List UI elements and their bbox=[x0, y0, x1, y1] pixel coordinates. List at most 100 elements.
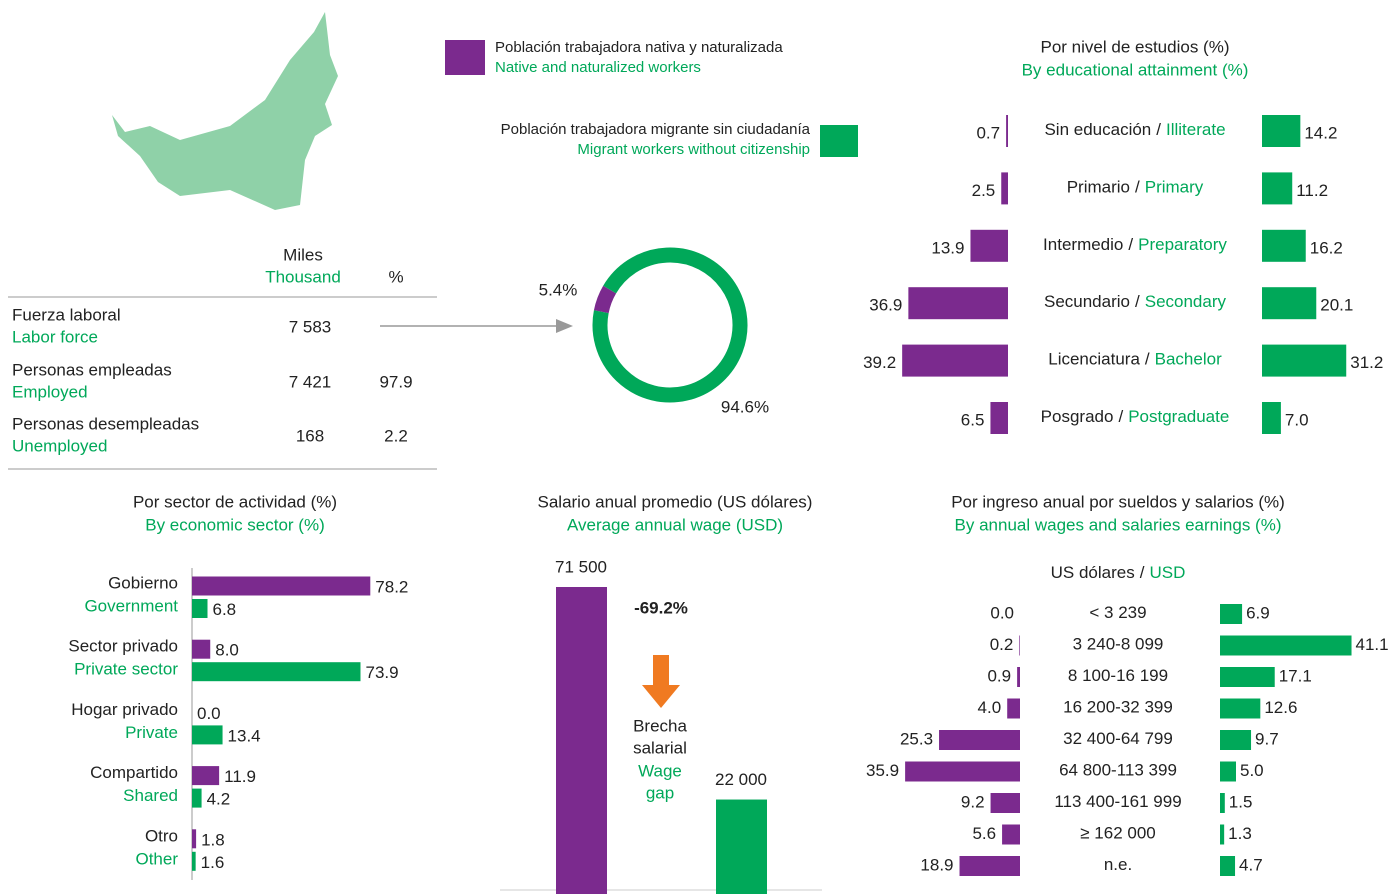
data-label: 1.5 bbox=[1229, 792, 1253, 811]
data-label: 1.3 bbox=[1228, 824, 1252, 843]
bar bbox=[192, 725, 223, 745]
category-label: Compartido bbox=[90, 763, 178, 782]
bar bbox=[1019, 635, 1020, 656]
unit: US dólares bbox=[1051, 563, 1135, 582]
cell: 7 583 bbox=[289, 317, 332, 336]
data-label: 4.7 bbox=[1239, 855, 1263, 874]
legend-label: Native and naturalized workers bbox=[495, 59, 701, 76]
data-label: 94.6% bbox=[721, 397, 769, 416]
data-label: 1.6 bbox=[201, 853, 225, 872]
data-label: 0.0 bbox=[197, 704, 221, 723]
category-label: 16 200-32 399 bbox=[1063, 698, 1173, 717]
category: 64 800-113 399 bbox=[1059, 761, 1177, 780]
chart-title: Salario anual promedio (US dólares) bbox=[538, 492, 813, 511]
bar bbox=[1001, 172, 1008, 205]
bar bbox=[902, 344, 1008, 377]
bar bbox=[1007, 698, 1020, 719]
data-label: 9.7 bbox=[1255, 729, 1279, 748]
category-label: 3 240-8 099 bbox=[1073, 635, 1164, 654]
data-label: 17.1 bbox=[1279, 666, 1312, 685]
bar bbox=[1262, 287, 1317, 320]
separator: / bbox=[1135, 178, 1140, 197]
category-label: Sector privado bbox=[68, 637, 178, 656]
unit: USD bbox=[1149, 563, 1185, 582]
data-label: 13.9 bbox=[931, 238, 964, 257]
data-label: 39.2 bbox=[863, 353, 896, 372]
table-header: Miles bbox=[283, 245, 323, 264]
chart-title: Por ingreso anual por sueldos y salarios… bbox=[951, 492, 1285, 511]
bar bbox=[1220, 730, 1252, 750]
category-label: Other bbox=[135, 849, 178, 868]
legend-label: Población trabajadora nativa y naturaliz… bbox=[495, 39, 783, 56]
category-label: Private bbox=[125, 723, 178, 742]
legend-label: Población trabajadora migrante sin ciuda… bbox=[501, 121, 811, 138]
data-label: 73.9 bbox=[365, 663, 398, 682]
category-label: n.e. bbox=[1104, 855, 1132, 874]
separator: / bbox=[1128, 235, 1133, 254]
bar bbox=[1262, 402, 1281, 434]
data-label: 0.9 bbox=[987, 666, 1011, 685]
data-label: 0.0 bbox=[990, 603, 1014, 622]
category-label: Primario / Primary bbox=[1067, 178, 1204, 197]
bar bbox=[1220, 635, 1352, 656]
unit-label: US dólares / USD bbox=[1051, 563, 1186, 582]
bar bbox=[1220, 793, 1225, 813]
category-label: 113 400-161 999 bbox=[1054, 792, 1181, 811]
separator: / bbox=[1140, 563, 1145, 582]
bar bbox=[939, 730, 1020, 750]
data-label: 5.0 bbox=[1240, 761, 1264, 780]
data-label: 22 000 bbox=[715, 770, 767, 789]
category-label: Licenciatura / Bachelor bbox=[1048, 350, 1222, 369]
legend-label: Migrant workers without citizenship bbox=[577, 141, 810, 158]
donut-segment bbox=[592, 247, 748, 403]
cell: 7 421 bbox=[289, 372, 332, 391]
table-header: % bbox=[388, 267, 403, 286]
category-label: Posgrado / Postgraduate bbox=[1041, 407, 1230, 426]
category-label: Private sector bbox=[74, 660, 178, 679]
category-label: < 3 239 bbox=[1089, 603, 1146, 622]
arrow-shaft bbox=[653, 655, 669, 687]
data-label: 14.2 bbox=[1304, 123, 1337, 142]
bar bbox=[1006, 115, 1008, 147]
bar bbox=[192, 829, 197, 849]
category-label: 64 800-113 399 bbox=[1059, 761, 1177, 780]
gap-text: Brecha bbox=[633, 716, 687, 735]
separator: / bbox=[1145, 350, 1150, 369]
category: 16 200-32 399 bbox=[1063, 698, 1173, 717]
bar bbox=[192, 766, 220, 786]
data-label: 5.4% bbox=[539, 280, 578, 299]
chart-subtitle: By annual wages and salaries earnings (%… bbox=[955, 515, 1282, 534]
category: Secondary bbox=[1145, 293, 1227, 312]
data-label: 71 500 bbox=[555, 557, 607, 576]
category-label: Government bbox=[84, 596, 178, 615]
bar bbox=[1262, 172, 1293, 205]
legend-swatch bbox=[445, 40, 485, 75]
chart-title: Por nivel de estudios (%) bbox=[1041, 37, 1230, 56]
bar bbox=[192, 599, 208, 618]
category-label: 32 400-64 799 bbox=[1063, 729, 1173, 748]
chart-title: Por sector de actividad (%) bbox=[133, 492, 337, 511]
category: Intermedio bbox=[1043, 235, 1123, 254]
row-label: Employed bbox=[12, 382, 88, 401]
legend-swatch bbox=[820, 125, 858, 157]
data-label: 6.9 bbox=[1246, 603, 1270, 622]
gap-text: Wage bbox=[638, 761, 682, 780]
data-label: 12.6 bbox=[1264, 698, 1297, 717]
category: Primary bbox=[1145, 178, 1204, 197]
gap-label: -69.2% bbox=[634, 598, 688, 617]
category-label: Intermedio / Preparatory bbox=[1043, 235, 1227, 254]
data-label: 4.0 bbox=[978, 698, 1002, 717]
category: Primario bbox=[1067, 178, 1130, 197]
bar bbox=[1220, 604, 1243, 624]
row-label: Personas empleadas bbox=[12, 360, 172, 379]
data-label: 2.5 bbox=[972, 181, 996, 200]
row-label: Labor force bbox=[12, 327, 98, 346]
data-label: 25.3 bbox=[900, 729, 933, 748]
bar bbox=[990, 402, 1008, 434]
data-label: 78.2 bbox=[375, 577, 408, 596]
data-label: 16.2 bbox=[1310, 238, 1343, 257]
data-label: 0.2 bbox=[990, 635, 1014, 654]
category: Illiterate bbox=[1166, 120, 1226, 139]
category: Sin educación bbox=[1044, 120, 1151, 139]
